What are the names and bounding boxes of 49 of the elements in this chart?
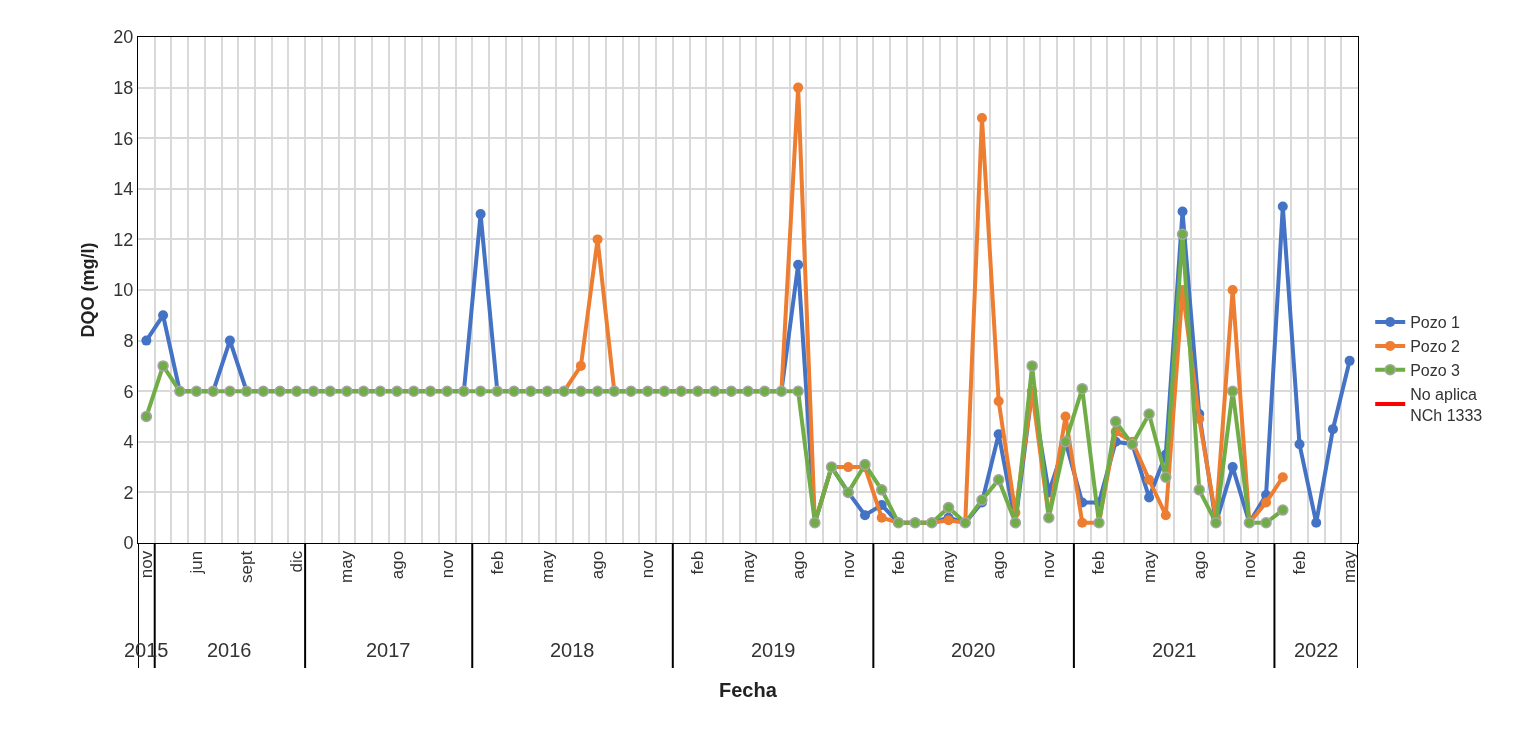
x-tick-label: feb: [1089, 550, 1109, 575]
y-tick-label: 12: [113, 229, 134, 250]
text: 2021: [1152, 639, 1197, 661]
x-tick-label: may: [939, 550, 959, 583]
legend-label: Pozo 3: [1410, 361, 1461, 379]
x-tick-label: may: [738, 550, 758, 583]
x-tick-label: nov: [838, 550, 858, 579]
x-tick-label: ago: [387, 550, 407, 580]
x-tick-label: sept: [237, 550, 257, 583]
x-tick-label: feb: [1290, 550, 1310, 575]
x-tick-label: may: [337, 550, 357, 583]
y-axis-title: DQO (mg/l): [77, 242, 98, 338]
legend-label: Pozo 2: [1410, 338, 1461, 356]
x-tick-label: nov: [1239, 550, 1259, 579]
text: 2018: [550, 639, 595, 661]
y-tick-label: 10: [113, 280, 134, 301]
x-tick-label: nov: [1039, 550, 1059, 579]
y-tick-label: 0: [123, 533, 134, 554]
x-tick-label: feb: [487, 550, 507, 575]
y-tick-label: 8: [123, 330, 134, 351]
x-tick-label: nov: [136, 550, 156, 579]
text: 2020: [951, 639, 996, 661]
x-tick-label: may: [1139, 550, 1159, 583]
x-tick-label: ago: [588, 550, 608, 580]
x-tick-label: may: [1340, 550, 1360, 583]
x-tick-label: feb: [888, 550, 908, 575]
legend-label: No aplica NCh 1333: [1410, 385, 1483, 424]
y-tick-label: 14: [113, 179, 134, 200]
text: 2019: [751, 639, 796, 661]
x-tick-label: ago: [989, 550, 1009, 580]
x-tick-label: dic: [287, 550, 307, 573]
text: 2017: [366, 639, 411, 661]
x-tick-label: jun: [187, 550, 207, 575]
x-tick-label: may: [537, 550, 557, 583]
y-tick-label: 20: [113, 27, 134, 48]
y-tick-label: 6: [123, 381, 134, 402]
text: 2022: [1294, 639, 1339, 661]
y-tick-label: 18: [113, 77, 134, 98]
x-tick-label: ago: [1189, 550, 1209, 580]
x-tick-label: ago: [788, 550, 808, 580]
y-tick-label: 16: [113, 128, 134, 149]
legend-label: Pozo 1: [1410, 314, 1461, 332]
y-tick-label: 4: [123, 432, 134, 453]
y-tick-label: 2: [123, 482, 134, 503]
x-axis-title: Fecha: [719, 679, 778, 701]
x-tick-label: feb: [688, 550, 708, 575]
x-tick-label: nov: [638, 550, 658, 579]
text: 2016: [207, 639, 252, 661]
x-tick-label: nov: [437, 550, 457, 579]
